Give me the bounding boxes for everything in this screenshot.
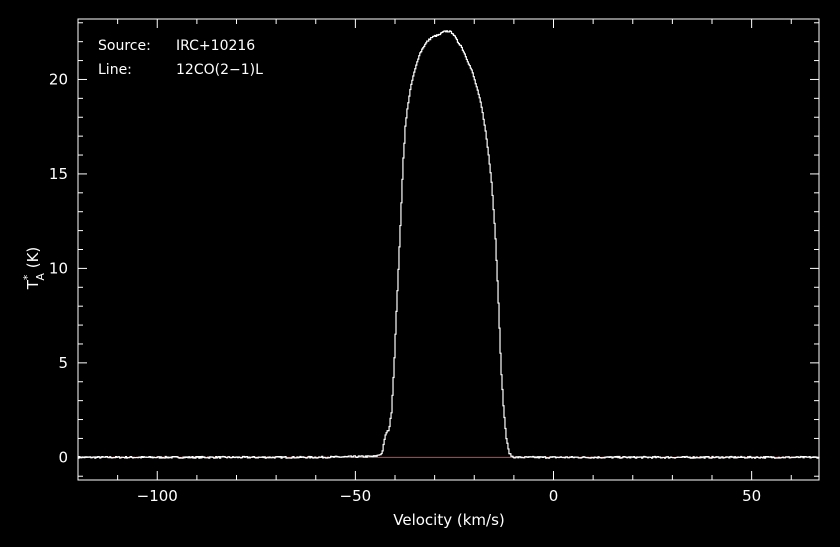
y-tick-label: 10 (49, 259, 68, 277)
spectrum-line (78, 30, 820, 459)
y-tick-label: 5 (58, 354, 68, 372)
x-tick-label: 0 (549, 487, 559, 505)
x-tick-label: 50 (742, 487, 761, 505)
series-layer (78, 30, 820, 459)
y-axis-label: T*A (K) (21, 247, 47, 291)
annotation-source-value: IRC+10216 (176, 38, 255, 54)
annotation-source-label: Source: (98, 38, 151, 54)
y-axis-label-subscript: A (34, 273, 47, 281)
y-axis-label-main: T (24, 279, 42, 290)
ticks-layer (77, 19, 819, 480)
y-axis-label-superscript: * (21, 274, 34, 280)
x-tick-label: −100 (137, 487, 178, 505)
y-tick-label: 0 (58, 448, 68, 466)
y-tick-label: 15 (49, 165, 68, 183)
x-axis-label: Velocity (km/s) (393, 511, 504, 529)
y-tick-label: 20 (49, 70, 68, 88)
annotation-line-label: Line: (98, 62, 132, 78)
annotation-line-value: 12CO(2−1)L (176, 62, 263, 78)
tick-labels-layer: −100 −50 0 50 0 5 10 15 20 (49, 70, 761, 505)
y-axis-label-unit: (K) (24, 247, 42, 273)
annotations: Source: IRC+10216 Line: 12CO(2−1)L (98, 38, 263, 78)
x-tick-label: −50 (340, 487, 372, 505)
